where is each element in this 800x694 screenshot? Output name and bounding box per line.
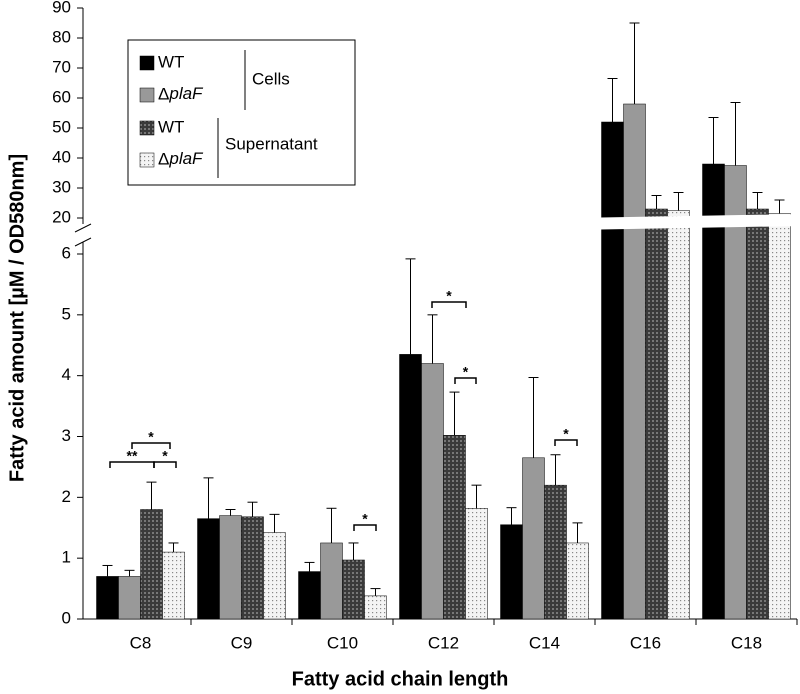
legend-label: ΔplaF bbox=[158, 149, 204, 168]
y-tick-label: 2 bbox=[62, 487, 71, 506]
bar bbox=[544, 484, 567, 620]
significance-label: * bbox=[563, 426, 569, 442]
axis-break bbox=[74, 223, 92, 233]
bar bbox=[746, 208, 769, 620]
significance-bracket bbox=[131, 442, 171, 449]
bar bbox=[623, 103, 646, 620]
significance-bracket bbox=[353, 524, 377, 531]
y-tick-label: 3 bbox=[62, 426, 71, 445]
y-tick-label: 1 bbox=[62, 548, 71, 567]
significance-label: ** bbox=[127, 448, 138, 464]
bar bbox=[320, 542, 343, 620]
y-tick-label: 90 bbox=[52, 0, 71, 16]
legend-label: ΔplaF bbox=[158, 84, 204, 103]
bar bbox=[768, 213, 791, 620]
bar bbox=[566, 542, 589, 620]
y-tick-label: 30 bbox=[52, 177, 71, 196]
x-tick-label: C9 bbox=[231, 633, 253, 652]
y-tick-label: 0 bbox=[62, 608, 71, 627]
bar bbox=[241, 516, 264, 620]
significance-label: * bbox=[362, 511, 368, 527]
legend-box bbox=[127, 39, 356, 186]
significance-label: * bbox=[148, 429, 154, 445]
significance-label: * bbox=[162, 448, 168, 464]
x-tick-label: C12 bbox=[428, 633, 459, 652]
y-axis-title: Fatty acid amount [µM / OD580nm] bbox=[6, 154, 28, 482]
bar bbox=[219, 515, 242, 620]
significance-bracket bbox=[153, 461, 177, 468]
y-tick-label: 40 bbox=[52, 147, 71, 166]
significance-bracket bbox=[554, 439, 578, 446]
legend-swatch bbox=[139, 152, 155, 168]
bar bbox=[263, 532, 286, 620]
x-tick-label: C8 bbox=[130, 633, 152, 652]
bar bbox=[702, 163, 725, 620]
bar bbox=[443, 435, 466, 620]
bar bbox=[601, 121, 624, 620]
legend-group: Supernatant bbox=[225, 134, 318, 153]
bar bbox=[645, 208, 668, 620]
legend-label: WT bbox=[158, 52, 184, 71]
y-tick-label: 60 bbox=[52, 87, 71, 106]
significance-bracket bbox=[431, 301, 467, 308]
bar bbox=[667, 210, 690, 620]
y-tick-label: 20 bbox=[52, 207, 71, 226]
y-tick-label: 6 bbox=[62, 243, 71, 262]
significance-label: * bbox=[463, 364, 469, 380]
legend: Cells Supernatant bbox=[127, 39, 356, 186]
x-tick-label: C14 bbox=[529, 633, 560, 652]
axis-break bbox=[75, 214, 797, 239]
bar bbox=[162, 551, 185, 620]
y-tick-label: 80 bbox=[52, 27, 71, 46]
legend-swatch bbox=[139, 120, 155, 136]
y-tick-label: 4 bbox=[62, 365, 71, 384]
bar bbox=[421, 363, 444, 620]
bar bbox=[118, 576, 141, 620]
bar bbox=[364, 595, 387, 620]
legend-swatch bbox=[139, 55, 155, 71]
bar bbox=[500, 524, 523, 620]
legend-label: WT bbox=[158, 117, 184, 136]
x-tick-label: C18 bbox=[731, 633, 762, 652]
bar bbox=[342, 559, 365, 620]
bar bbox=[197, 518, 220, 620]
x-axis-title: Fatty acid chain length bbox=[292, 668, 509, 690]
y-tick-label: 50 bbox=[52, 117, 71, 136]
x-tick-label: C10 bbox=[327, 633, 358, 652]
legend-group: Cells bbox=[252, 69, 290, 88]
bar bbox=[140, 509, 163, 620]
y-tick-label: 70 bbox=[52, 57, 71, 76]
bar bbox=[298, 571, 321, 620]
bar bbox=[522, 457, 545, 620]
bar bbox=[724, 165, 747, 620]
bar bbox=[465, 508, 488, 620]
bar bbox=[96, 576, 119, 620]
legend-swatch bbox=[139, 87, 155, 103]
y-tick-label: 5 bbox=[62, 304, 71, 323]
significance-bracket bbox=[454, 377, 477, 384]
significance-label: * bbox=[446, 288, 452, 304]
bar bbox=[399, 354, 422, 620]
x-tick-label: C16 bbox=[630, 633, 661, 652]
